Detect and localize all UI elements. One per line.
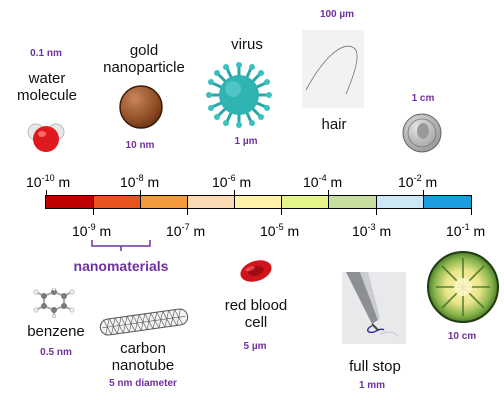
scale-segment-2 bbox=[93, 196, 140, 208]
carbon-nanotube-label-line1: carbon bbox=[120, 340, 166, 357]
benzene-size: 0.5 nm bbox=[40, 347, 72, 358]
tick-mark-top-3 bbox=[234, 190, 235, 196]
scale-segment-3 bbox=[140, 196, 187, 208]
tick-mark-bottom-3 bbox=[281, 208, 282, 215]
tick-mark-bottom-2 bbox=[187, 208, 188, 215]
gold-nanoparticle-icon bbox=[119, 85, 163, 129]
tick-mark-top-1 bbox=[46, 190, 47, 196]
gold-nanoparticle-size: 10 nm bbox=[125, 140, 155, 151]
scale-divider bbox=[234, 196, 235, 208]
water-molecule-label: water molecule bbox=[6, 70, 88, 104]
tick-mark-bottom-5 bbox=[471, 208, 472, 215]
red-blood-cell-size: 5 µm bbox=[243, 341, 267, 352]
full-stop-size: 1 mm bbox=[358, 380, 386, 391]
nanomaterials-label: nanomaterials bbox=[73, 258, 169, 274]
tick-label-bottom-4: 10-3 m bbox=[352, 222, 392, 239]
carbon-nanotube-icon bbox=[99, 308, 189, 336]
scale-divider bbox=[93, 196, 94, 208]
benzene-icon bbox=[33, 288, 75, 318]
coin-size: 1 cm bbox=[411, 93, 435, 104]
watermelon-size: 10 cm bbox=[447, 331, 477, 342]
carbon-nanotube-label: carbon nanotube bbox=[108, 340, 178, 374]
coin-icon bbox=[402, 113, 442, 153]
red-blood-cell-label-line2: cell bbox=[244, 314, 268, 331]
carbon-nanotube-label-line2: nanotube bbox=[111, 357, 175, 374]
tick-mark-top-5 bbox=[423, 190, 424, 196]
gold-nanoparticle-label: gold nanoparticle bbox=[94, 42, 194, 76]
benzene-label: benzene bbox=[27, 323, 85, 340]
tick-label-bottom-5: 10-1 m bbox=[446, 222, 486, 239]
scale-divider bbox=[140, 196, 141, 208]
virus-size: 1 µm bbox=[234, 136, 258, 147]
scale-segment-1 bbox=[46, 196, 93, 208]
tick-label-top-4: 10-4 m bbox=[303, 173, 343, 190]
gold-nanoparticle-label-line1: gold bbox=[129, 42, 159, 59]
tick-label-top-3: 10-6 m bbox=[212, 173, 252, 190]
scale-divider bbox=[423, 196, 424, 208]
tick-mark-top-2 bbox=[140, 190, 141, 196]
scale-segment-5 bbox=[234, 196, 281, 208]
scale-segment-6 bbox=[281, 196, 328, 208]
water-molecule-label-line1: water bbox=[28, 70, 66, 87]
scale-segment-8 bbox=[376, 196, 423, 208]
water-molecule-size: 0.1 nm bbox=[30, 48, 62, 59]
water-molecule-icon bbox=[27, 123, 65, 152]
water-molecule-label-line2: molecule bbox=[16, 87, 78, 104]
scale-segment-9 bbox=[423, 196, 471, 208]
tick-label-top-1: 10-10 m bbox=[26, 173, 71, 190]
virus-icon bbox=[206, 62, 272, 128]
tick-mark-bottom-1 bbox=[93, 208, 94, 215]
tick-label-bottom-1: 10-9 m bbox=[72, 222, 112, 239]
tick-label-top-5: 10-2 m bbox=[398, 173, 438, 190]
full-stop-label: full stop bbox=[349, 358, 401, 375]
gold-nanoparticle-label-line2: nanoparticle bbox=[103, 59, 185, 76]
scale-segment-4 bbox=[187, 196, 234, 208]
hair-photo-icon bbox=[302, 30, 364, 108]
tick-label-bottom-2: 10-7 m bbox=[166, 222, 206, 239]
nanomaterials-bracket bbox=[91, 240, 151, 251]
scale-segment-7 bbox=[328, 196, 376, 208]
tick-mark-bottom-4 bbox=[376, 208, 377, 215]
red-blood-cell-label: red blood cell bbox=[218, 297, 294, 331]
scale-divider bbox=[328, 196, 329, 208]
scale-divider bbox=[376, 196, 377, 208]
red-blood-cell-label-line1: red blood bbox=[224, 297, 288, 314]
virus-label: virus bbox=[231, 36, 263, 53]
scale-divider bbox=[281, 196, 282, 208]
scale-divider bbox=[187, 196, 188, 208]
tick-label-top-2: 10-8 m bbox=[120, 173, 160, 190]
hair-size: 100 µm bbox=[319, 9, 355, 20]
watermelon-icon bbox=[427, 251, 499, 323]
hair-label: hair bbox=[321, 116, 347, 133]
tick-mark-top-4 bbox=[328, 190, 329, 196]
carbon-nanotube-size: 5 nm diameter bbox=[109, 378, 177, 389]
pen-full-stop-icon bbox=[342, 272, 406, 344]
red-blood-cell-icon bbox=[240, 260, 272, 282]
tick-label-bottom-3: 10-5 m bbox=[260, 222, 300, 239]
scale-bar bbox=[45, 195, 472, 209]
